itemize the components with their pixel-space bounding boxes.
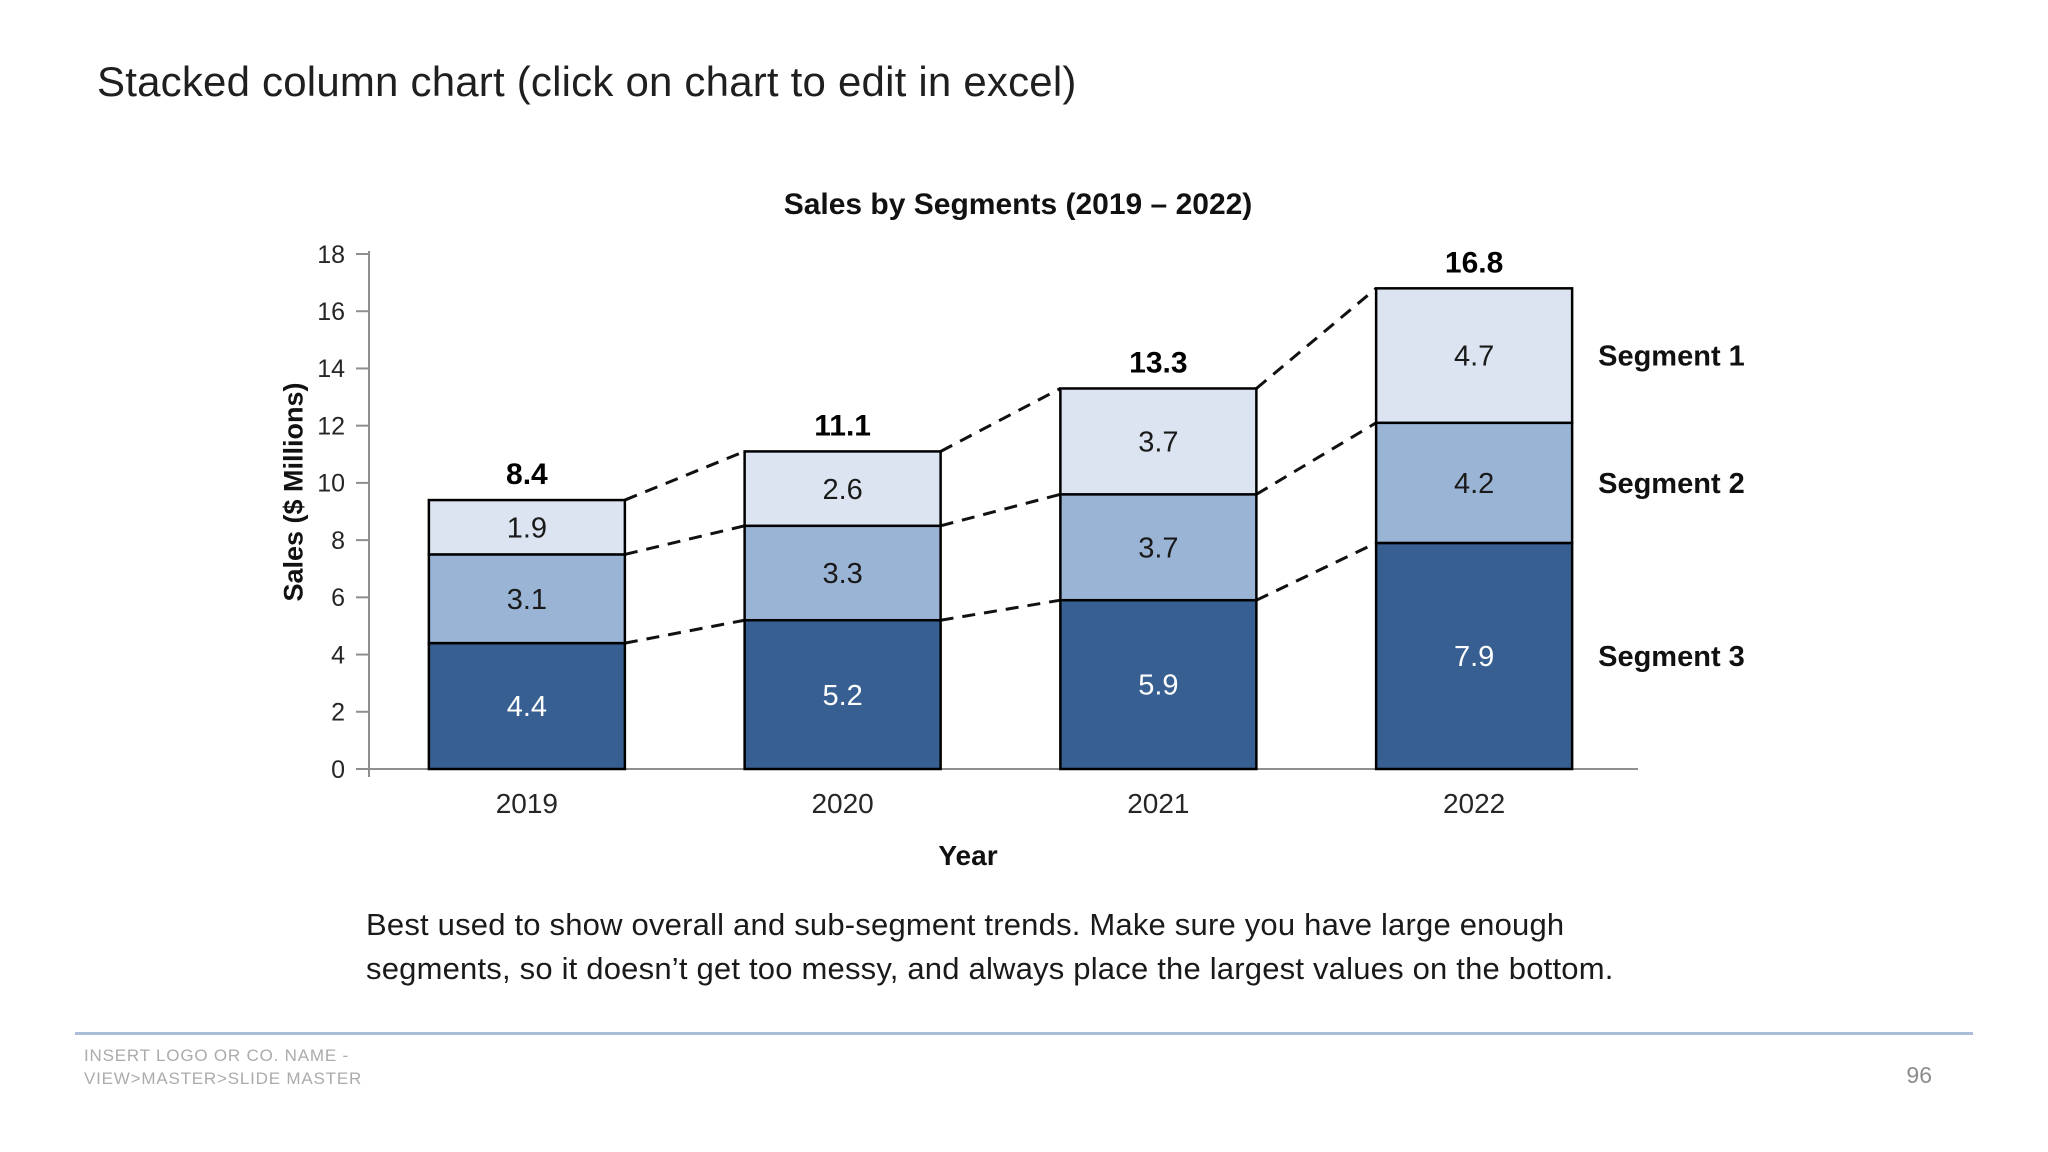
y-tick-label: 8 xyxy=(331,527,345,555)
bar-segment-value-label: 2.6 xyxy=(822,474,862,506)
connector-line xyxy=(940,598,1061,622)
bar-segment-2022-segment-2[interactable] xyxy=(1374,421,1574,545)
x-category-label: 2019 xyxy=(496,788,558,819)
y-tick-label: 10 xyxy=(317,470,345,498)
bar-segment-value-label: 5.2 xyxy=(822,680,862,712)
stacked-column-chart[interactable]: 0 2 4 6 8 10 12 14 16 18 4.4 3.1 1.9 8.4 2019 5.2 3.3 2.6… xyxy=(0,140,2048,900)
chart-description: Best used to show overall and sub-segmen… xyxy=(366,903,1614,991)
connector-line xyxy=(624,524,745,556)
x-category-label: 2022 xyxy=(1443,788,1505,819)
bar-segment-value-label: 4.7 xyxy=(1454,341,1494,373)
bar-segment-value-label: 5.9 xyxy=(1138,670,1178,702)
bar-segment-2021-segment-1[interactable] xyxy=(1059,387,1258,496)
connector-line xyxy=(1255,541,1377,602)
chart-description-line-2: segments, so it doesn’t get too messy, a… xyxy=(366,951,1614,986)
connector-line xyxy=(1255,287,1378,390)
y-tick-label: 2 xyxy=(331,699,345,727)
bar-segment-value-label: 4.4 xyxy=(507,691,547,723)
bar-segment-2021-segment-3[interactable] xyxy=(1059,598,1258,771)
bar-total-label: 16.8 xyxy=(1445,246,1503,279)
x-category-label: 2020 xyxy=(811,788,873,819)
bar-segment-value-label: 3.1 xyxy=(507,584,547,616)
series-label-segment-3: Segment 3 xyxy=(1598,641,1745,673)
y-tick-label: 4 xyxy=(331,641,345,669)
bar-segment-value-label: 4.2 xyxy=(1454,468,1494,500)
bar-segment-value-label: 3.3 xyxy=(822,558,862,590)
connector-line xyxy=(1255,421,1377,496)
bar-segment-2020-segment-2[interactable] xyxy=(743,524,942,622)
connector-line xyxy=(940,492,1061,528)
footer-line-2: VIEW>MASTER>SLIDE MASTER xyxy=(84,1069,363,1088)
chart-description-line-1: Best used to show overall and sub-segmen… xyxy=(366,907,1565,942)
series-label-segment-1: Segment 1 xyxy=(1598,341,1745,373)
bar-segment-value-label: 7.9 xyxy=(1454,641,1494,673)
bar-segment-value-label: 3.7 xyxy=(1138,532,1178,564)
bar-segment-2022-segment-3[interactable] xyxy=(1374,541,1574,771)
bar-total-label: 11.1 xyxy=(814,409,871,442)
bar-segment-2022-segment-1[interactable] xyxy=(1374,287,1574,425)
footer-line-1: INSERT LOGO OR CO. NAME - xyxy=(84,1046,349,1065)
slide-title: Stacked column chart (click on chart to … xyxy=(97,58,1077,105)
y-tick-label: 14 xyxy=(317,355,345,383)
bar-segment-2020-segment-3[interactable] xyxy=(743,618,942,771)
y-tick-label: 6 xyxy=(331,584,345,612)
bar-segment-value-label: 1.9 xyxy=(507,512,547,544)
page-number: 96 xyxy=(1906,1062,1932,1088)
series-label-segment-2: Segment 2 xyxy=(1598,468,1745,500)
chart-title: Sales by Segments (2019 – 2022) xyxy=(783,188,1253,221)
bar-segment-value-label: 3.7 xyxy=(1138,427,1178,459)
y-tick-label: 18 xyxy=(317,241,345,269)
bar-total-label: 8.4 xyxy=(506,458,548,491)
y-tick-label: 16 xyxy=(317,298,345,326)
connector-line xyxy=(624,450,746,502)
footer-placeholder-text: INSERT LOGO OR CO. NAME - VIEW>MASTER>SL… xyxy=(84,1044,362,1090)
bar-segment-2019-segment-1[interactable] xyxy=(427,498,627,556)
x-category-label: 2021 xyxy=(1127,788,1189,819)
chart-canvas[interactable]: 0 2 4 6 8 10 12 14 16 18 4.4 3.1 1.9 8.4 2019 5.2 3.3 2.6… xyxy=(0,140,2048,900)
y-tick-label: 0 xyxy=(331,756,345,784)
connector-line xyxy=(939,387,1062,453)
bar-segment-2020-segment-1[interactable] xyxy=(743,450,942,528)
bar-total-label: 13.3 xyxy=(1129,346,1187,379)
x-axis-title: Year xyxy=(938,840,998,871)
connector-line xyxy=(624,618,745,645)
footer-divider xyxy=(75,1032,1973,1035)
y-tick-label: 12 xyxy=(317,412,345,440)
